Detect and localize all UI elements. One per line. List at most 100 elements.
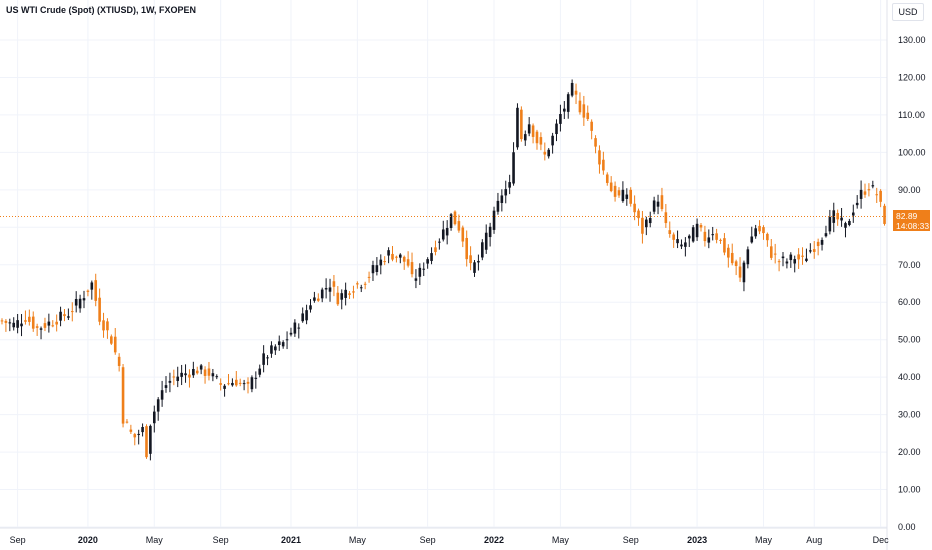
candle-body [691,227,695,242]
candle-body [602,159,605,171]
candle-body [406,259,410,266]
candle-body [313,297,316,301]
candle-body [430,253,433,261]
candle-body [227,383,230,385]
candle-body [715,233,718,240]
candle-body [317,298,320,301]
candle-body [481,242,484,258]
candle-body [262,353,265,365]
candle-body [219,383,222,385]
x-tick-label: 2023 [687,535,707,545]
candle-body [98,297,101,322]
candle-body [668,230,672,235]
candle-body [332,281,336,287]
candle-body [871,185,875,187]
candle-body [840,217,843,221]
y-tick-label: 90.00 [898,185,921,195]
candle-body [399,254,402,258]
candle-body [258,368,262,375]
candle-body [859,189,863,199]
candle-body [687,235,691,239]
candle-body [820,239,824,245]
candle-body [695,223,699,238]
candle-body [883,205,886,224]
candle-body [102,320,105,331]
y-tick-label: 0.00 [898,522,916,532]
candle-body [70,311,74,313]
candle-body [707,237,711,243]
candle-body [86,290,90,292]
candle-body [43,323,47,328]
candle-body [828,217,832,232]
candle-body [164,385,168,388]
candle-body [543,151,547,155]
candle-body [769,246,773,258]
y-tick-label: 60.00 [898,297,921,307]
x-tick-label: May [349,535,367,545]
candle-body [855,202,859,206]
candle-body [250,377,254,390]
y-tick-label: 30.00 [898,410,921,420]
candle-body [35,326,39,328]
candle-body [176,376,180,381]
candle-body [465,237,468,260]
candle-body [844,223,847,228]
candle-body [879,190,882,202]
candle-body [172,376,176,378]
candle-body [180,372,183,377]
candle-body [762,227,765,234]
candle-body [141,426,144,433]
currency-button[interactable]: USD [892,3,924,21]
candle-body [742,262,746,283]
candle-body [594,138,597,147]
candle-body [867,189,871,191]
candle-body [402,256,406,262]
candle-body [156,399,160,412]
price-axis[interactable]: 130.00120.00110.00100.0090.0080.0070.006… [898,35,926,532]
candle-body [149,425,152,454]
candle-body [516,107,519,148]
candle-body [570,82,574,96]
candle-body [363,283,367,285]
candle-body [789,254,793,261]
candle-body [266,357,269,359]
candle-body [574,90,578,95]
x-tick-label: Sep [213,535,229,545]
candle-body [434,247,437,252]
x-tick-label: Dec [873,535,890,545]
candle-body [63,314,66,317]
candle-body [703,231,707,242]
x-tick-label: May [146,535,164,545]
candle-body [67,316,70,318]
candle-body [387,250,390,256]
candle-body [379,259,383,266]
candle-body [20,323,23,327]
x-tick-label: Sep [10,535,26,545]
candle-body [24,320,27,322]
candle-body [55,321,58,325]
candle-body [211,373,215,377]
candle-body [8,322,12,324]
candle-body [438,241,441,243]
candle-body [758,225,761,232]
candle-body [535,131,539,144]
candle-body [801,255,804,257]
candle-body [699,225,703,228]
candle-body [133,434,137,438]
candle-body [4,320,8,323]
candle-body [629,189,633,204]
candle-body [648,218,652,224]
candle-body [832,210,836,223]
candle-body [504,189,508,196]
candle-body [117,356,121,366]
candle-body [336,292,340,305]
candle-body [410,262,414,275]
candle-body [711,234,715,236]
candle-body [875,194,879,196]
candle-body [461,227,465,242]
time-axis[interactable]: Sep 2020 May Sep 2021 May Sep 2022 May Sep 2023 May… [10,535,890,545]
candle-body [207,368,211,376]
candle-body [773,253,777,255]
candle-body [621,189,625,202]
